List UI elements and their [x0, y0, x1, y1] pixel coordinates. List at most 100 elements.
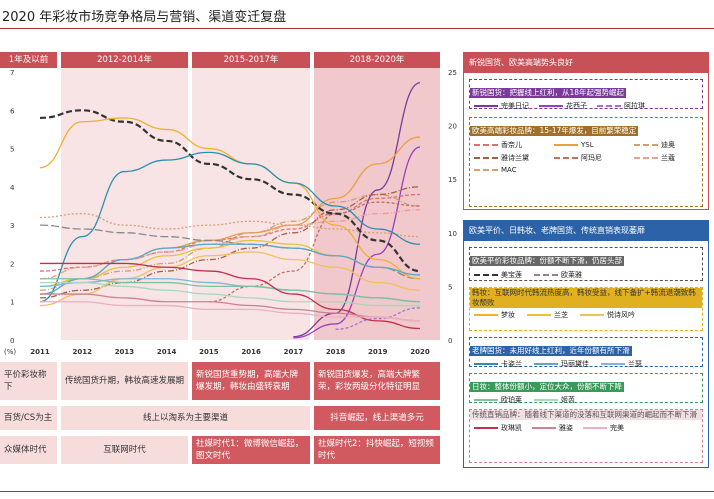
legend-label-7: 阿玛尼	[581, 154, 602, 162]
legend-item-1: 花西子	[539, 101, 587, 111]
legend-swatch-21	[532, 427, 556, 429]
x-tick-7: 2018	[326, 348, 346, 356]
period-header-2: 2012-2014年	[61, 52, 188, 68]
legend-label-4: YSL	[581, 141, 594, 149]
legend-swatch-15	[474, 363, 498, 365]
legend-group-new-domestic: 新锐国货：把握线上红利，从18年起强势崛起 完美日记 花西子 阿拉琪	[469, 79, 703, 111]
row3-cell-2: 互联网时代	[61, 436, 188, 464]
legend-swatch-0	[474, 105, 498, 107]
row1-cell-1: 平价彩妆称下	[0, 362, 57, 400]
legend-item-2: 阿拉琪	[597, 101, 645, 111]
legend-item-20: 玫琳凯	[474, 423, 522, 433]
legend-label-22: 完美	[610, 424, 624, 432]
legend-swatch-14	[580, 314, 604, 316]
legend-label-12: 梦妆	[501, 311, 515, 319]
legend-label-18: 欧珀莱	[501, 396, 522, 404]
legend-label-6: 雅诗兰黛	[501, 154, 529, 162]
legend-item-13: 兰芝	[527, 310, 568, 320]
x-tick-0: 2011	[30, 348, 50, 356]
series-line-19	[40, 281, 420, 307]
legend-swatch-7	[554, 157, 578, 159]
series-line-15	[39, 151, 421, 303]
series-line-3	[39, 193, 421, 272]
series-line-14	[39, 251, 421, 307]
legend-label-20: 玫琳凯	[501, 424, 522, 432]
series-line-12	[39, 117, 421, 280]
legend-swatch-12	[474, 314, 498, 316]
legend-group-japanese: 日妆：整体份额小，定位大众，份额不断下降 欧珀莱 姬芮	[469, 373, 703, 405]
legend-item-10: 美宝莲	[474, 270, 522, 280]
series-line-21	[40, 293, 421, 322]
legend-label-19: 姬芮	[561, 396, 575, 404]
x-tick-1: 2012	[72, 348, 92, 356]
row1-cell-4: 新锐国货爆发，高端大牌繁荣，彩妆两级分化特征明显	[314, 362, 440, 400]
row3-cell-3: 社媒时代1：微博微信崛起，图文时代	[192, 436, 310, 464]
x-tick-5: 2016	[241, 348, 261, 356]
row3-cell-1: 众媒体时代	[0, 436, 57, 464]
y-left-tick-5: 5	[10, 146, 14, 154]
legend-label-3: 香奈儿	[501, 141, 522, 149]
legend-item-4: YSL	[554, 140, 634, 150]
legend-swatch-18	[474, 399, 498, 401]
y-left-tick-2: 2	[10, 260, 14, 268]
legend-item-17: 兰瑟	[601, 359, 642, 369]
legend-item-22: 完美	[583, 423, 624, 433]
legend-item-7: 阿玛尼	[554, 153, 634, 163]
legend-label-14: 悦诗风吟	[607, 311, 635, 319]
legend-label-10: 美宝莲	[501, 271, 522, 279]
x-tick-4: 2015	[199, 348, 219, 356]
period-header-1: 1年及以前	[0, 52, 57, 68]
series-line-0	[293, 82, 421, 338]
legend-group-new-domestic-title: 新锐国货：把握线上红利，从18年起强势崛起	[470, 88, 627, 98]
legend-item-12: 梦妆	[474, 310, 515, 320]
legend-swatch-8	[634, 157, 658, 159]
y-left-tick-1: 1	[10, 299, 14, 307]
y-right-tick-5: 25	[448, 69, 457, 77]
legend-group-masstige-title: 欧美平价彩妆品牌：份额不断下滑，仍居头部	[470, 256, 624, 266]
y-right-tick-4: 20	[448, 123, 457, 131]
legend-label-0: 完美日记	[501, 102, 529, 110]
series-line-6	[39, 186, 421, 299]
legend-item-18: 欧珀莱	[474, 395, 522, 405]
legend-item-19: 姬芮	[534, 395, 575, 405]
legend-swatch-4	[554, 144, 578, 146]
legend-label-11: 欧莱雅	[561, 271, 582, 279]
legend-group-japanese-title: 日妆：整体份额小，定位大众，份额不断下降	[470, 382, 624, 392]
legend-label-16: 玛丽黛佳	[561, 360, 589, 368]
legend-item-16: 玛丽黛佳	[534, 359, 589, 369]
y-right-tick-1: 5	[448, 283, 452, 291]
legend-label-5: 迪奥	[661, 141, 675, 149]
legend-label-21: 雅姿	[559, 424, 573, 432]
row2-cell-2: 线上以淘系为主要渠道	[61, 406, 310, 430]
legend-swatch-5	[634, 144, 658, 146]
legend-label-1: 花西子	[566, 102, 587, 110]
legend-label-15: 卡姿兰	[501, 360, 522, 368]
y-left-tick-6: 6	[10, 107, 15, 115]
legend-item-5: 迪奥	[634, 140, 704, 150]
legend-panel-rising: 新锐国货、欧美高端势头良好 新锐国货：把握线上红利，从18年起强势崛起 完美日记…	[463, 52, 709, 210]
x-tick-6: 2017	[284, 348, 304, 356]
period-header-3: 2015-2017年	[192, 52, 310, 68]
row2-cell-1: 百货/CS为主	[0, 406, 57, 430]
legend-label-8: 兰蔻	[661, 154, 675, 162]
legend-item-8: 兰蔻	[634, 153, 704, 163]
legend-group-high-end: 欧美高端彩妆品牌：15-17年爆发，目前繁荣稳定 香奈儿 YSL 迪奥 雅诗兰黛 阿玛尼…	[469, 117, 703, 207]
legend-swatch-10	[474, 274, 498, 276]
series-line-8	[39, 209, 421, 280]
series-line-18	[39, 278, 421, 303]
legend-swatch-16	[534, 363, 558, 365]
x-tick-2: 2013	[115, 348, 135, 356]
x-tick-8: 2019	[368, 348, 388, 356]
y-right-tick-2: 10	[448, 230, 457, 238]
legend-panel-declining: 欧美平价、日韩妆、老牌国货、传统直销表现萎靡 欧美平价彩妆品牌：份额不断下滑，仍…	[463, 220, 709, 468]
legend-label-2: 阿拉琪	[624, 102, 645, 110]
page-title: 2020 年彩妆市场竞争格局与营销、渠道变迁复盘	[2, 10, 287, 25]
legend-panel-declining-header: 欧美平价、日韩妆、老牌国货、传统直销表现萎靡	[464, 221, 708, 241]
market-share-chart: 0 1 2 3 4 5 6 7 0 5 10 15 20 25 2011 2012 2013 2014 2015 20…	[4, 69, 457, 356]
y-left-tick-7: 7	[10, 69, 14, 77]
legend-item-6: 雅诗兰黛	[474, 153, 554, 163]
legend-group-old-domestic-title: 老牌国货：未用好线上红利，近年份额有所下滑	[470, 346, 632, 356]
legend-swatch-22	[583, 427, 607, 429]
legend-swatch-13	[527, 314, 551, 316]
legend-swatch-19	[534, 399, 558, 401]
